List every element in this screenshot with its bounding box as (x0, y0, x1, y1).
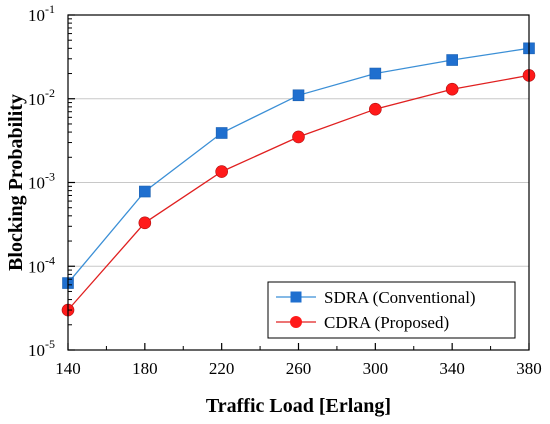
x-axis-title: Traffic Load [Erlang] (206, 395, 391, 417)
series-line (67, 74, 530, 311)
data-point (139, 185, 151, 198)
y-tick-label: 10-4 (28, 253, 55, 276)
data-point (369, 67, 382, 80)
data-point (215, 165, 228, 178)
legend-label: CDRA (Proposed) (324, 313, 449, 332)
series-line (67, 47, 530, 284)
y-tick-label: 10-1 (28, 2, 55, 25)
series-layer (61, 42, 536, 317)
x-tick-label: 220 (209, 359, 235, 378)
x-tick-label: 260 (286, 359, 312, 378)
series-0 (62, 42, 535, 289)
y-tick-label: 10-3 (28, 170, 55, 193)
legend: SDRA (Conventional) CDRA (Proposed) (267, 281, 516, 339)
legend-label: SDRA (Conventional) (324, 288, 476, 307)
x-tick-label: 300 (363, 359, 389, 378)
legend-marker (290, 291, 302, 303)
series-1 (61, 69, 536, 317)
data-point (292, 89, 305, 102)
y-tick-label: 10-5 (28, 337, 55, 360)
axis-ticks (67, 14, 530, 351)
data-point (215, 127, 228, 139)
tick-labels: 10-5 10-4 10-3 10-2 10-1 140 180 220 260 300 340 38… (28, 2, 542, 378)
data-point (138, 216, 152, 230)
data-point (445, 82, 459, 96)
y-axis-title: Blocking Probability (5, 94, 27, 271)
x-tick-label: 140 (55, 359, 81, 378)
x-tick-label: 380 (516, 359, 542, 378)
y-tick-label: 10-2 (28, 86, 55, 109)
x-tick-label: 180 (132, 359, 158, 378)
data-point (369, 102, 382, 116)
x-tick-label: 340 (439, 359, 465, 378)
legend-marker (290, 316, 302, 328)
legend-box (267, 281, 516, 339)
data-point (446, 54, 458, 66)
grid-lines (68, 98, 529, 267)
data-point (292, 130, 305, 144)
